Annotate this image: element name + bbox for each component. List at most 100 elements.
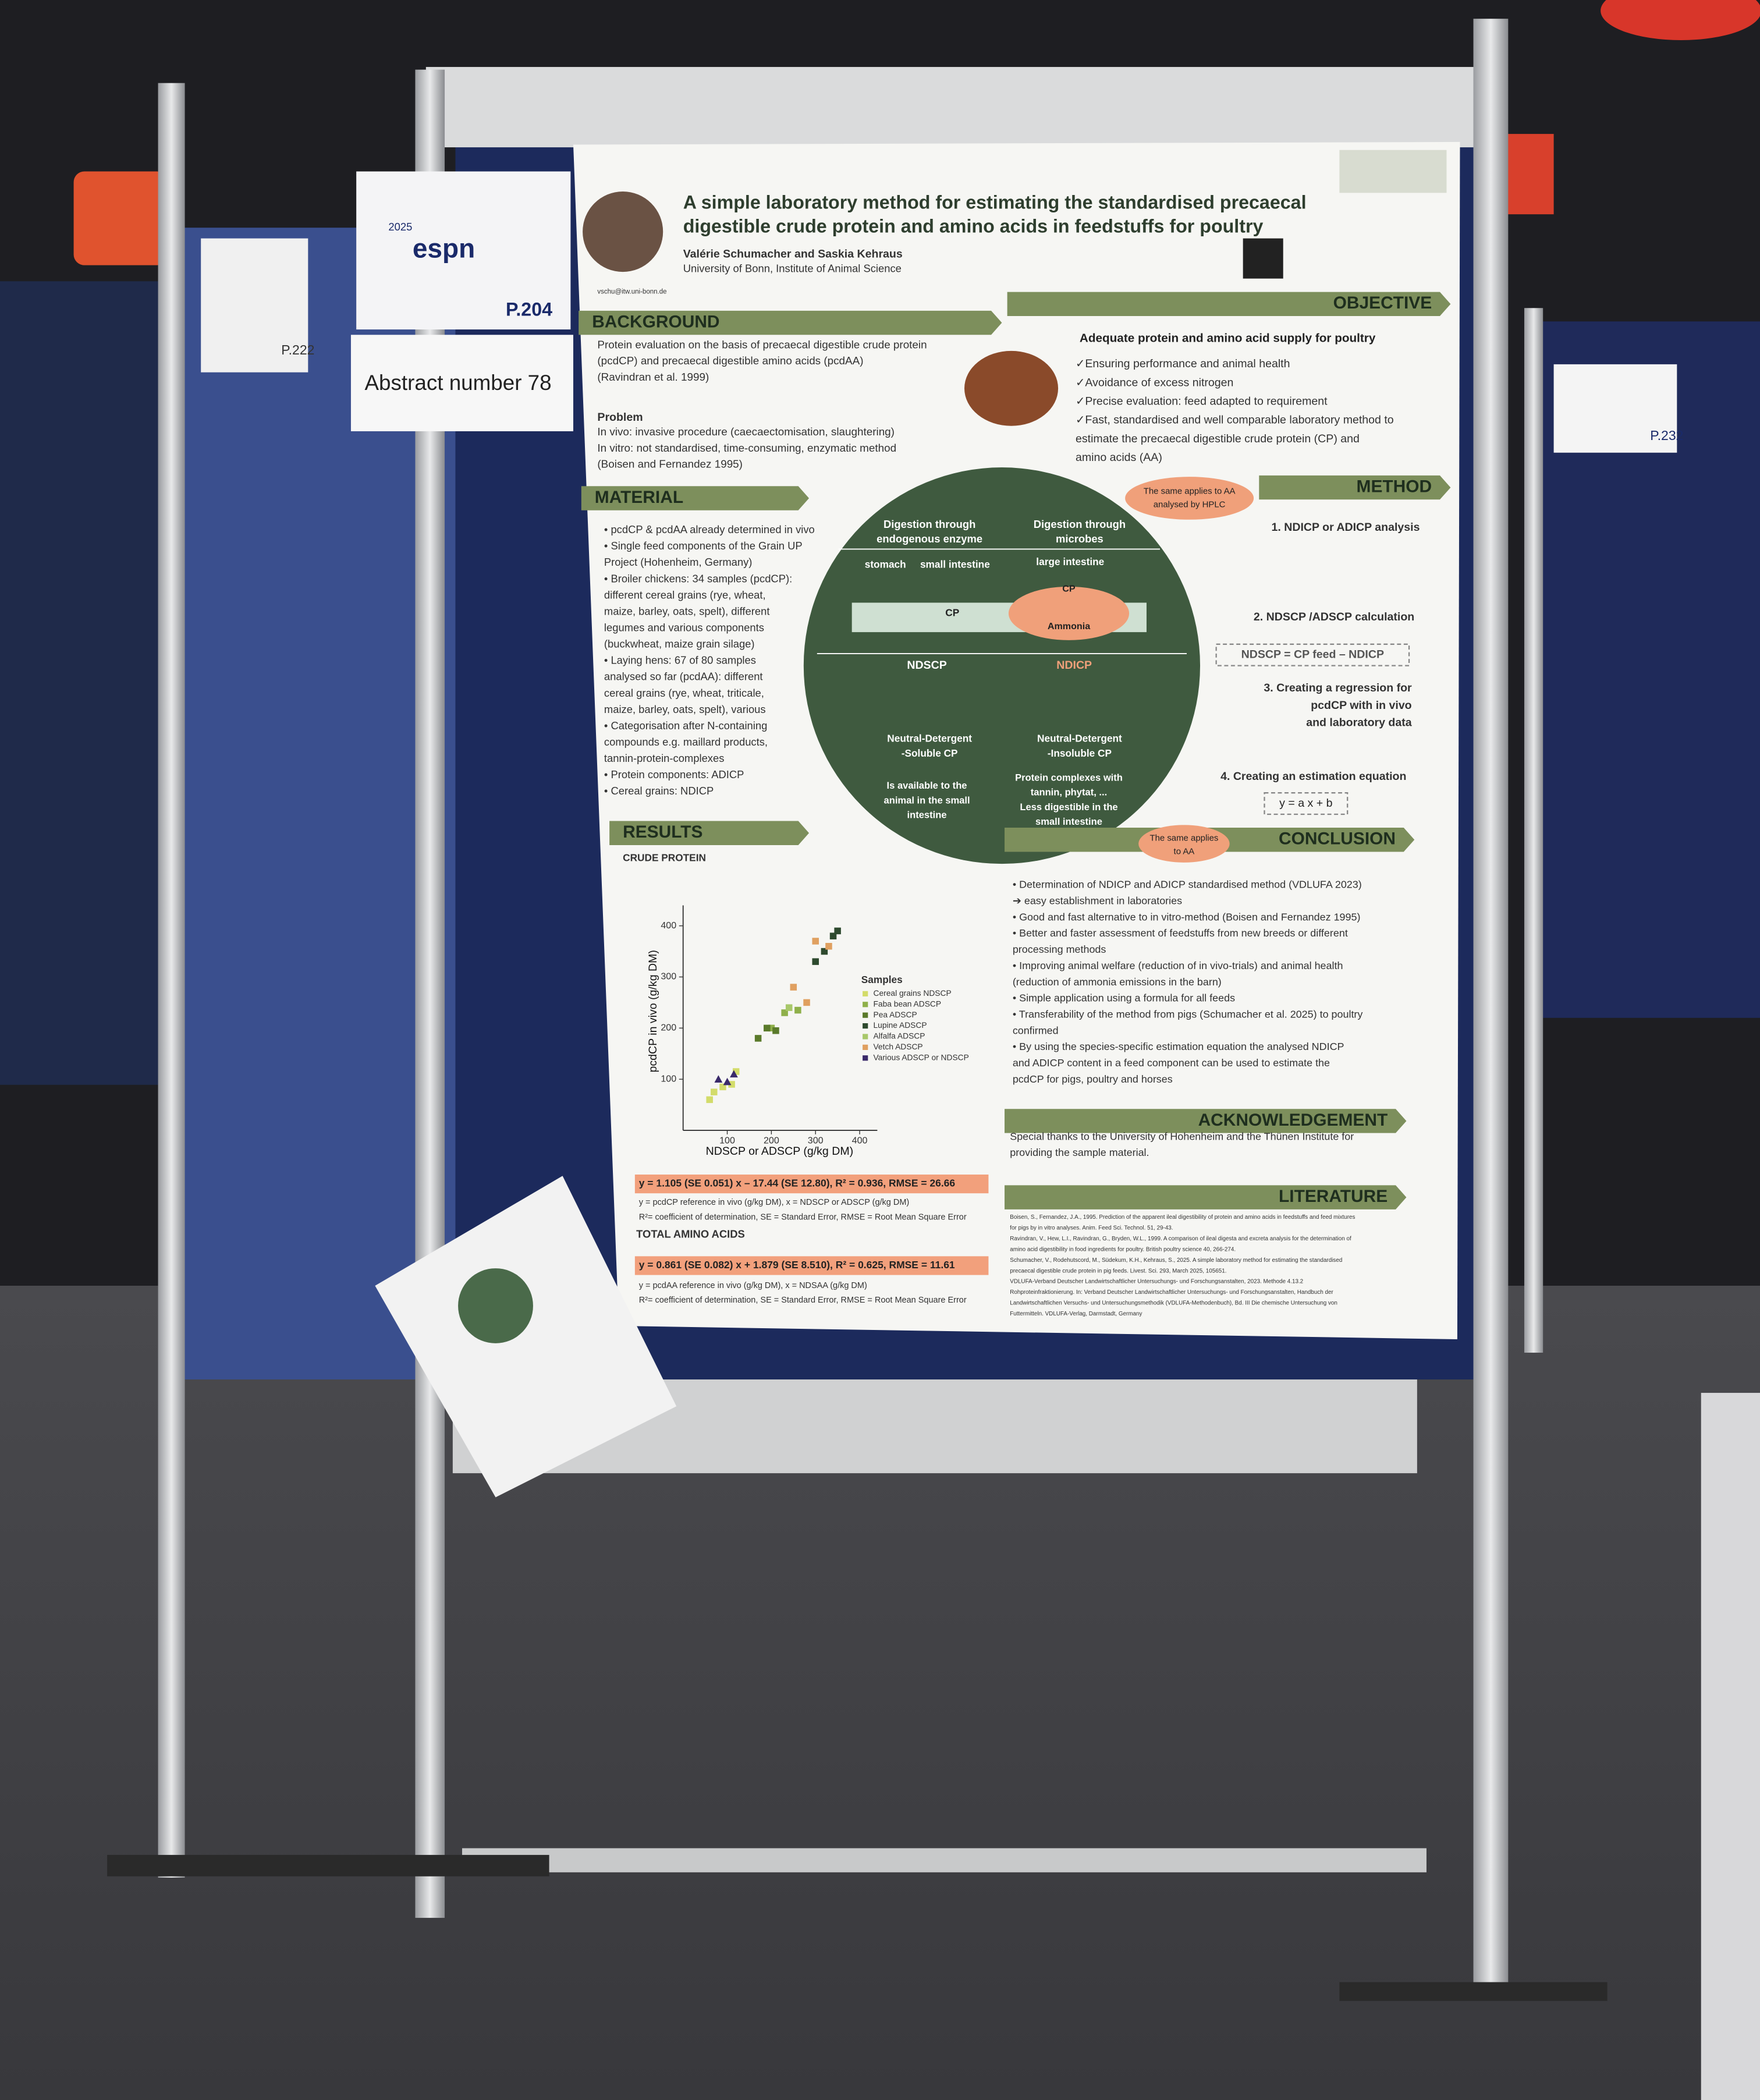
reference: Boisen, S., Fernandez, J.A., 1995. Predi… — [1010, 1214, 1355, 1221]
list-item: (reduction of ammonia emissions in the b… — [1013, 976, 1222, 988]
abstract-number: Abstract number 78 — [364, 371, 551, 395]
data-point — [768, 1024, 775, 1032]
chart-title: CRUDE PROTEIN — [623, 852, 706, 864]
list-item: tannin-protein-complexes — [604, 752, 725, 764]
list-item: ✓Fast, standardised and well comparable … — [1076, 414, 1394, 427]
diagram-text: Digestion through — [883, 518, 975, 530]
data-point — [781, 1009, 788, 1016]
callout-text: The same applies to AA — [1144, 486, 1236, 496]
legend-swatch — [863, 1034, 868, 1040]
data-point — [803, 999, 810, 1006]
x-tick-label: 300 — [808, 1136, 824, 1146]
logos — [1339, 150, 1447, 193]
section-bar — [609, 821, 810, 845]
list-item: and ADICP content in a feed component ca… — [1013, 1057, 1330, 1069]
equation-bar — [634, 1256, 989, 1275]
formula: y = a x + b — [1279, 797, 1332, 810]
post — [158, 83, 185, 1878]
diagram-text: Neutral-Detergent — [1037, 733, 1122, 744]
handout — [375, 1176, 677, 1498]
subheading: Adequate protein and amino acid supply f… — [1080, 332, 1376, 345]
diagram-text: intestine — [907, 810, 947, 821]
diagram-text: NDICP — [1056, 659, 1092, 672]
legend-label: Lupine ADSCP — [873, 1021, 927, 1030]
body-text: (Boisen and Fernandez 1995) — [597, 457, 743, 470]
section-bar — [1259, 475, 1451, 500]
formula-box — [1215, 643, 1410, 666]
diagram-text: NDSCP — [907, 659, 946, 672]
section-heading: CONCLUSION — [1279, 829, 1396, 849]
data-point — [732, 1068, 740, 1075]
body-text: In vitro: not standardised, time-consumi… — [597, 442, 896, 454]
card — [201, 238, 308, 373]
diagram-text: microbes — [1056, 533, 1103, 545]
formula: NDSCP = CP feed – NDICP — [1241, 648, 1384, 661]
section-heading: RESULTS — [623, 822, 702, 842]
data-point — [711, 1088, 718, 1095]
note: R²= coefficient of determination, SE = S… — [639, 1296, 967, 1305]
equation: y = 0.861 (SE 0.082) x + 1.879 (SE 8.510… — [639, 1259, 955, 1271]
email: vschu@itw.uni-bonn.de — [597, 289, 666, 296]
method-step: 2. NDSCP /ADSCP calculation — [1254, 611, 1414, 623]
section-heading: MATERIAL — [595, 488, 683, 507]
lamp — [1507, 134, 1554, 215]
list-item: • Transferability of the method from pig… — [1013, 1008, 1363, 1020]
legend-swatch — [863, 1023, 868, 1029]
top-bar — [425, 67, 1498, 148]
list-item: different cereal grains (rye, wheat, — [604, 588, 766, 601]
diagram-text: endogenous enzyme — [877, 533, 982, 545]
data-point — [714, 1075, 723, 1083]
section-bar — [581, 486, 810, 510]
method-step: pcdCP with in vivo — [1311, 699, 1411, 712]
list-item: • Good and fast alternative to in vitro-… — [1013, 911, 1361, 923]
method-step: 3. Creating a regression for — [1264, 682, 1412, 694]
post — [1701, 1393, 1760, 2100]
reference: Rohproteinfraktionierung. In: Verband De… — [1010, 1289, 1333, 1296]
legend-title: Samples — [861, 974, 903, 985]
diagram-text: Is available to the — [887, 780, 967, 791]
list-item: confirmed — [1013, 1024, 1059, 1036]
diagram-text: Digestion through — [1034, 518, 1126, 530]
callout — [1125, 477, 1254, 520]
list-item: • Laying hens: 67 of 80 samples — [604, 654, 756, 666]
list-item: • pcdCP & pcdAA already determined in vi… — [604, 523, 815, 535]
poster-title: digestible crude protein and amino acids… — [683, 216, 1264, 237]
reference: amino acid digestibility in food ingredi… — [1010, 1246, 1236, 1253]
data-point — [812, 938, 819, 945]
list-item: • Improving animal welfare (reduction of… — [1013, 960, 1343, 971]
formula-box — [1264, 792, 1349, 815]
diagram-text: Ammonia — [1048, 621, 1091, 632]
lamp — [73, 171, 168, 265]
espn-logo: espn — [413, 233, 475, 263]
legend-label: Alfalfa ADSCP — [873, 1032, 925, 1041]
body-text: (Ravindran et al. 1999) — [597, 371, 709, 383]
data-point — [834, 927, 841, 935]
diagram-text: -Soluble CP — [902, 747, 958, 759]
reference: Landwirtschaftlichen Versuchs- und Unter… — [1010, 1300, 1337, 1307]
legend-label: Cereal grains NDSCP — [873, 989, 951, 998]
data-point — [785, 1004, 793, 1011]
data-point — [706, 1096, 713, 1104]
booth-number: P.222 — [281, 342, 314, 357]
equation: y = 1.105 (SE 0.051) x – 17.44 (SE 12.80… — [639, 1177, 956, 1189]
list-item: • Better and faster assessment of feedst… — [1013, 927, 1348, 939]
note: y = pcdCP reference in vivo (g/kg DM), x… — [639, 1198, 910, 1207]
section-heading: ACKNOWLEDGEMENT — [1198, 1111, 1388, 1130]
data-point — [730, 1070, 738, 1078]
list-item: legumes and various components — [604, 621, 764, 633]
year: 2025 — [388, 221, 412, 233]
list-item: processing methods — [1013, 943, 1106, 955]
data-point — [719, 1083, 726, 1091]
reference: for pigs by in vitro analyses. Anim. Fee… — [1010, 1225, 1173, 1232]
diagram-text: CP — [1062, 584, 1076, 594]
ammonia-blob — [1008, 586, 1130, 640]
list-item: ✓Avoidance of excess nitrogen — [1076, 376, 1233, 389]
data-point — [728, 1081, 735, 1088]
body-text: In vivo: invasive procedure (caecaectomi… — [597, 425, 895, 438]
legend-label: Pea ADSCP — [873, 1010, 917, 1019]
list-item: • Single feed components of the Grain UP — [604, 540, 803, 552]
data-point — [821, 948, 828, 955]
reference: Schumacher, V., Rodehutscord, M., Südeku… — [1010, 1257, 1342, 1264]
legend-label: Faba bean ADSCP — [873, 999, 941, 1008]
